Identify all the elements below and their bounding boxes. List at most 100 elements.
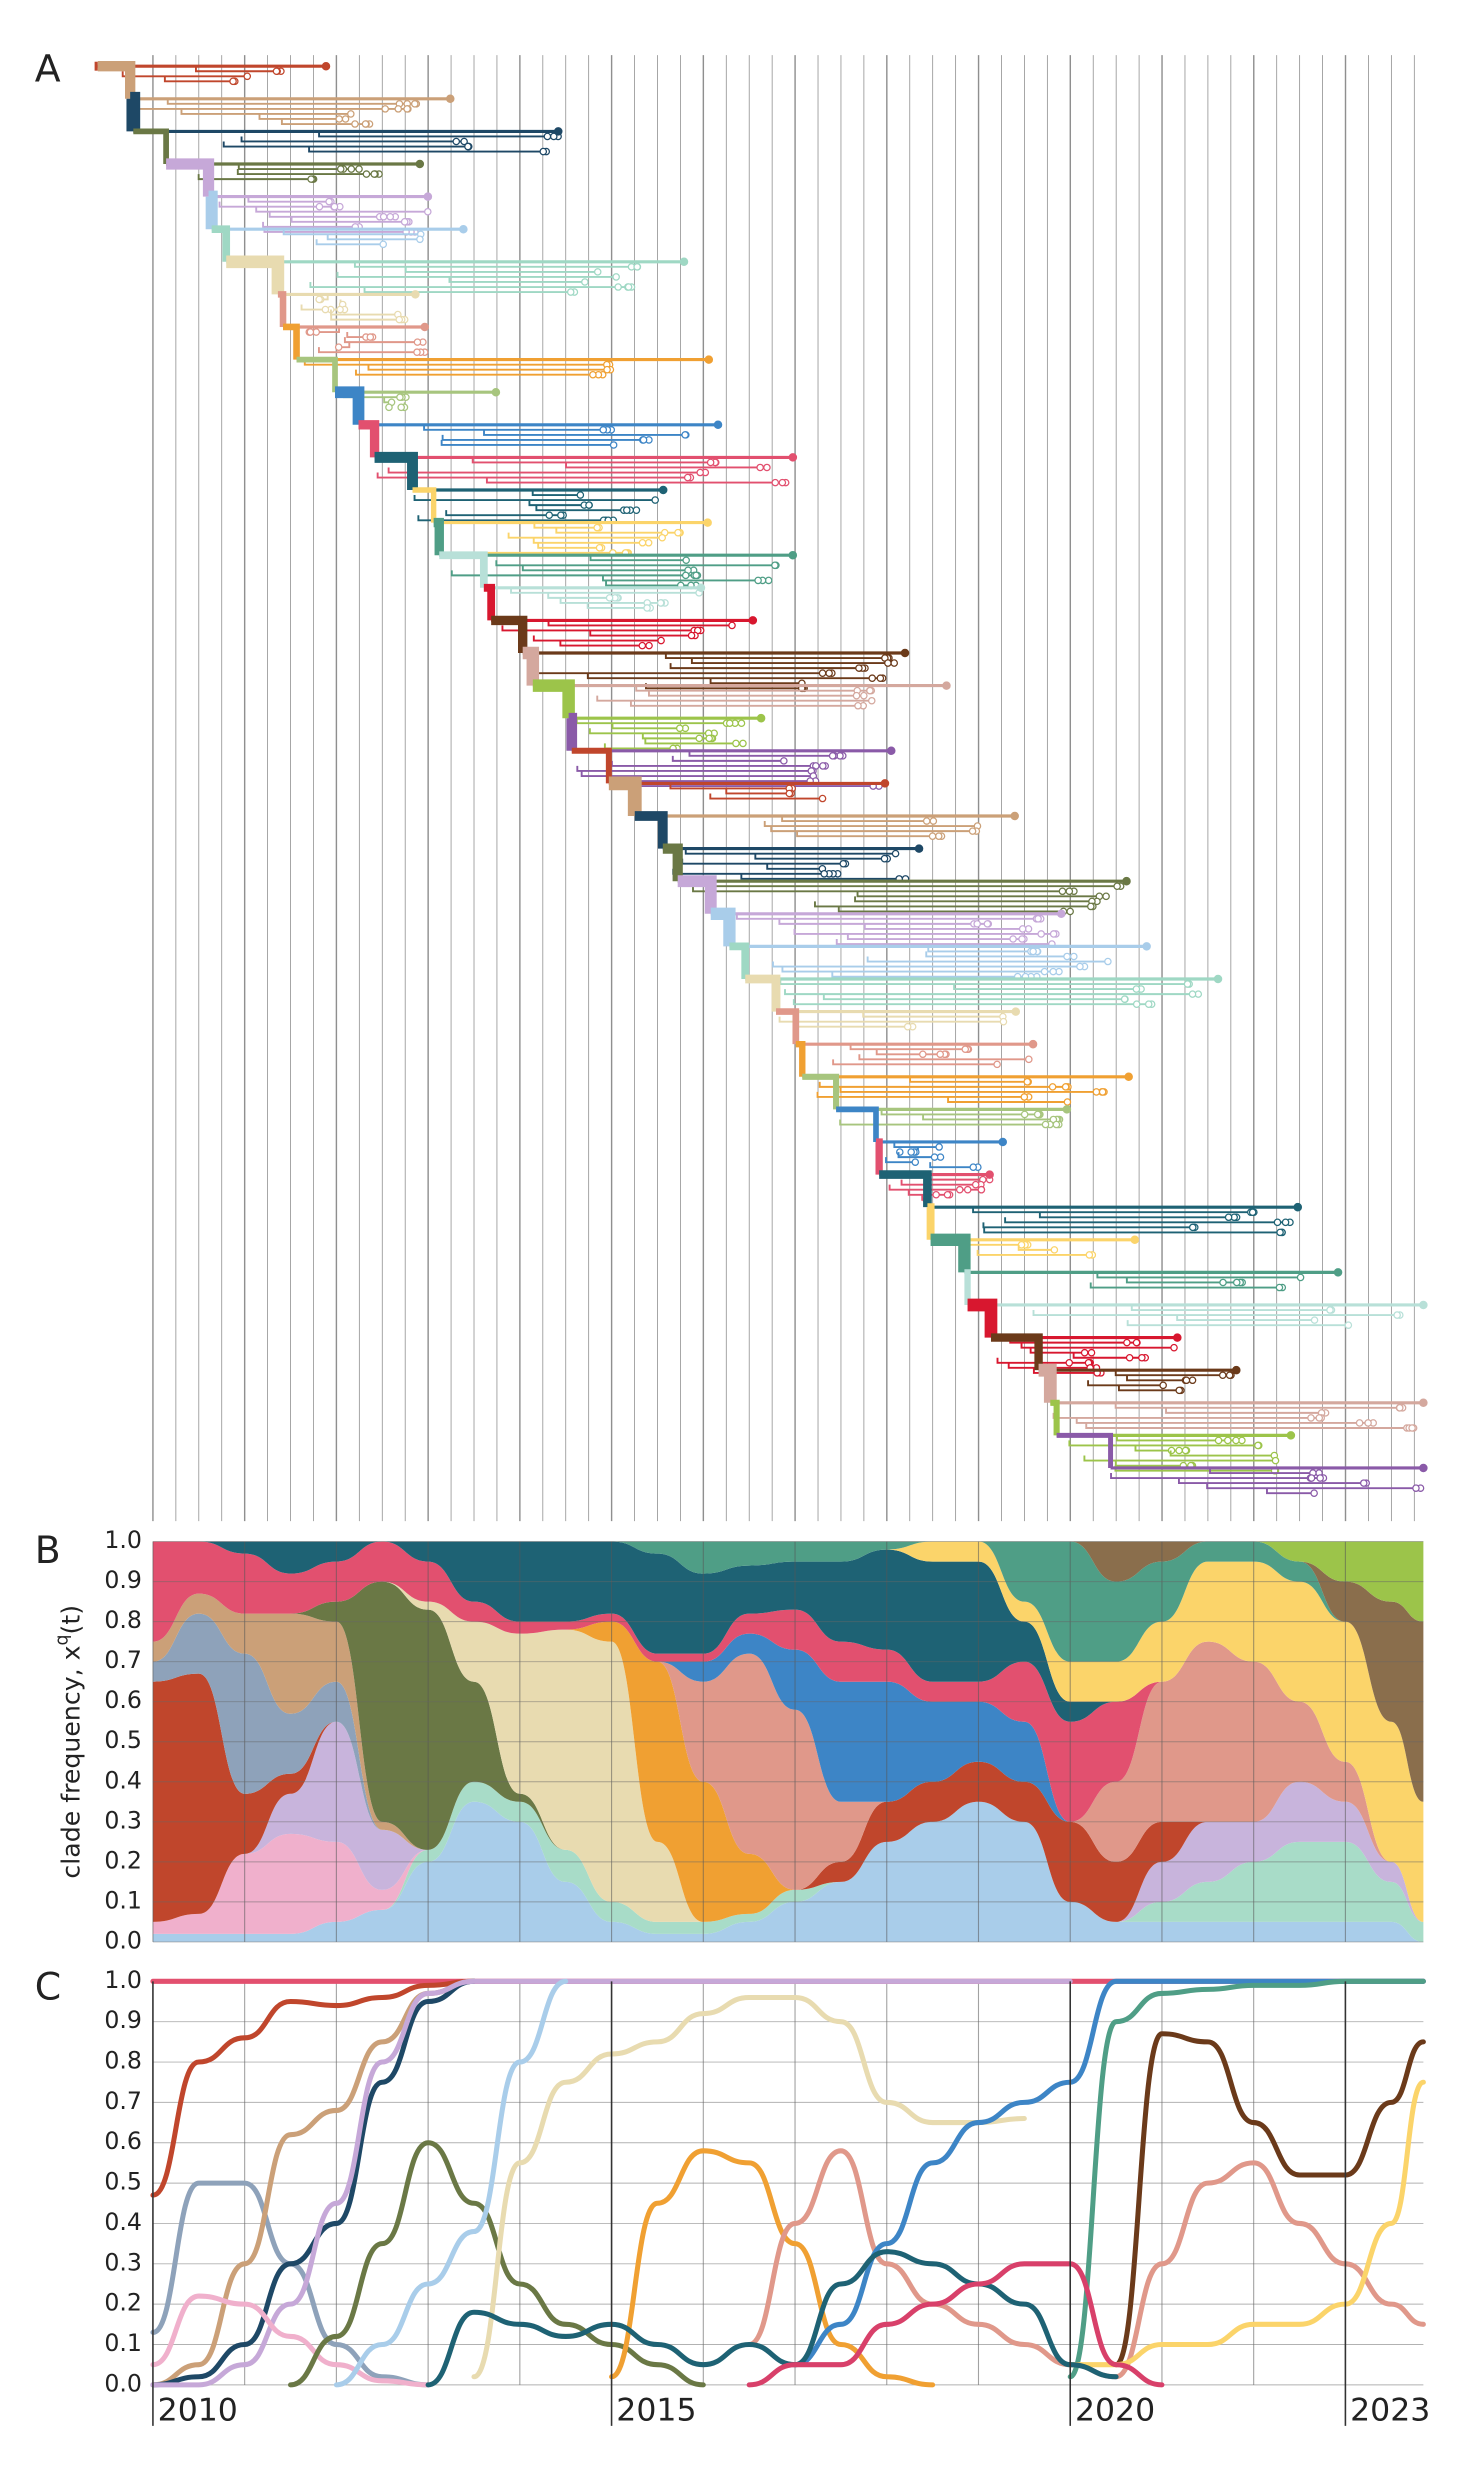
sub-branch <box>586 602 651 609</box>
sub-branch <box>740 873 906 880</box>
tip <box>605 594 614 602</box>
tip <box>658 533 666 542</box>
sub-branch <box>1038 1212 1237 1219</box>
tip <box>868 674 876 682</box>
tip <box>1159 1381 1167 1390</box>
tip <box>961 1045 970 1054</box>
tip <box>1057 909 1066 919</box>
tip <box>1273 1218 1282 1227</box>
sub-branch <box>925 951 1074 958</box>
tip <box>985 1170 994 1179</box>
tip <box>347 110 355 118</box>
panel-label: B <box>35 1528 61 1572</box>
tip <box>818 669 827 677</box>
trunk <box>745 974 781 1012</box>
tip <box>695 734 704 743</box>
tip <box>1065 1359 1074 1367</box>
sub-branch <box>983 1227 1283 1234</box>
tip <box>1364 1419 1372 1427</box>
sub-branch <box>1114 1460 1193 1467</box>
tip <box>1050 1246 1059 1254</box>
y-tick-label: 0.0 <box>104 2369 142 2397</box>
sublineage-line <box>471 1994 1027 2380</box>
trunk <box>836 1106 879 1142</box>
tip <box>386 212 395 221</box>
tip <box>335 115 344 123</box>
tip <box>576 491 585 499</box>
tip <box>1315 1414 1324 1422</box>
tip <box>1041 1120 1050 1129</box>
sub-branch <box>754 853 888 860</box>
tip <box>1310 1489 1318 1497</box>
sub-branch <box>1165 1407 1326 1414</box>
sub-branch <box>818 1081 1068 1088</box>
sub-branch <box>240 136 465 143</box>
tip <box>819 762 827 770</box>
sub-branch <box>197 174 314 181</box>
sub-branch <box>282 229 421 236</box>
tip <box>1175 1386 1184 1395</box>
tip <box>704 355 714 364</box>
clade-area <box>152 1541 1424 1802</box>
trunk <box>729 942 750 979</box>
trunk <box>133 128 169 164</box>
tip <box>983 920 992 928</box>
sub-branch <box>796 831 942 838</box>
tip <box>566 288 575 296</box>
y-tick-label: 0.5 <box>104 2168 142 2196</box>
sub-branch <box>326 234 420 241</box>
sub-branch <box>849 1044 969 1051</box>
sub-branch <box>893 1141 940 1148</box>
tip <box>321 305 330 314</box>
tip <box>968 827 977 835</box>
y-tick-label: 0.2 <box>104 1846 142 1874</box>
tip <box>903 1022 912 1031</box>
tip <box>395 315 404 324</box>
tip <box>633 263 641 271</box>
sub-branch <box>1075 1417 1374 1424</box>
trunk <box>296 356 338 393</box>
tip <box>459 224 468 234</box>
tip <box>644 538 653 547</box>
trunk <box>662 843 683 882</box>
sub-branch <box>856 891 1107 898</box>
sublineage-line <box>150 2293 431 2388</box>
tip <box>973 920 981 928</box>
trunk <box>967 1298 998 1338</box>
tip <box>934 832 943 840</box>
sub-branch <box>501 625 701 632</box>
sub-branch <box>784 989 1199 996</box>
tip <box>1123 1338 1131 1347</box>
sub-branch <box>778 1016 1004 1023</box>
tip <box>1271 1456 1280 1465</box>
y-tick-label: 0.0 <box>104 1926 142 1954</box>
sub-branch <box>996 1357 1091 1364</box>
sub-branch <box>485 477 786 484</box>
sub-branch <box>1020 1342 1175 1349</box>
tip <box>977 1185 986 1194</box>
tip <box>1132 1338 1141 1347</box>
tip <box>943 1190 952 1199</box>
sub-branch <box>1029 1347 1092 1354</box>
sub-branch <box>483 429 686 436</box>
trunk <box>283 323 300 360</box>
tip <box>614 283 622 291</box>
trunk <box>166 158 215 197</box>
tip <box>1049 967 1057 976</box>
trunk <box>205 190 218 230</box>
tip <box>1132 1000 1141 1008</box>
tip <box>394 105 403 113</box>
sub-branch <box>900 1179 981 1186</box>
tip <box>713 420 723 430</box>
tip <box>683 473 692 482</box>
tip <box>930 1153 939 1161</box>
tip <box>739 739 747 748</box>
sub-branch <box>1087 1380 1164 1387</box>
tip <box>854 701 862 710</box>
trunk <box>532 679 575 719</box>
tip <box>1104 957 1112 966</box>
sub-branch <box>763 821 978 828</box>
tip <box>1020 1093 1029 1101</box>
y-axis-label-part: clade frequency, x <box>57 1645 86 1878</box>
sub-branch <box>610 760 826 767</box>
